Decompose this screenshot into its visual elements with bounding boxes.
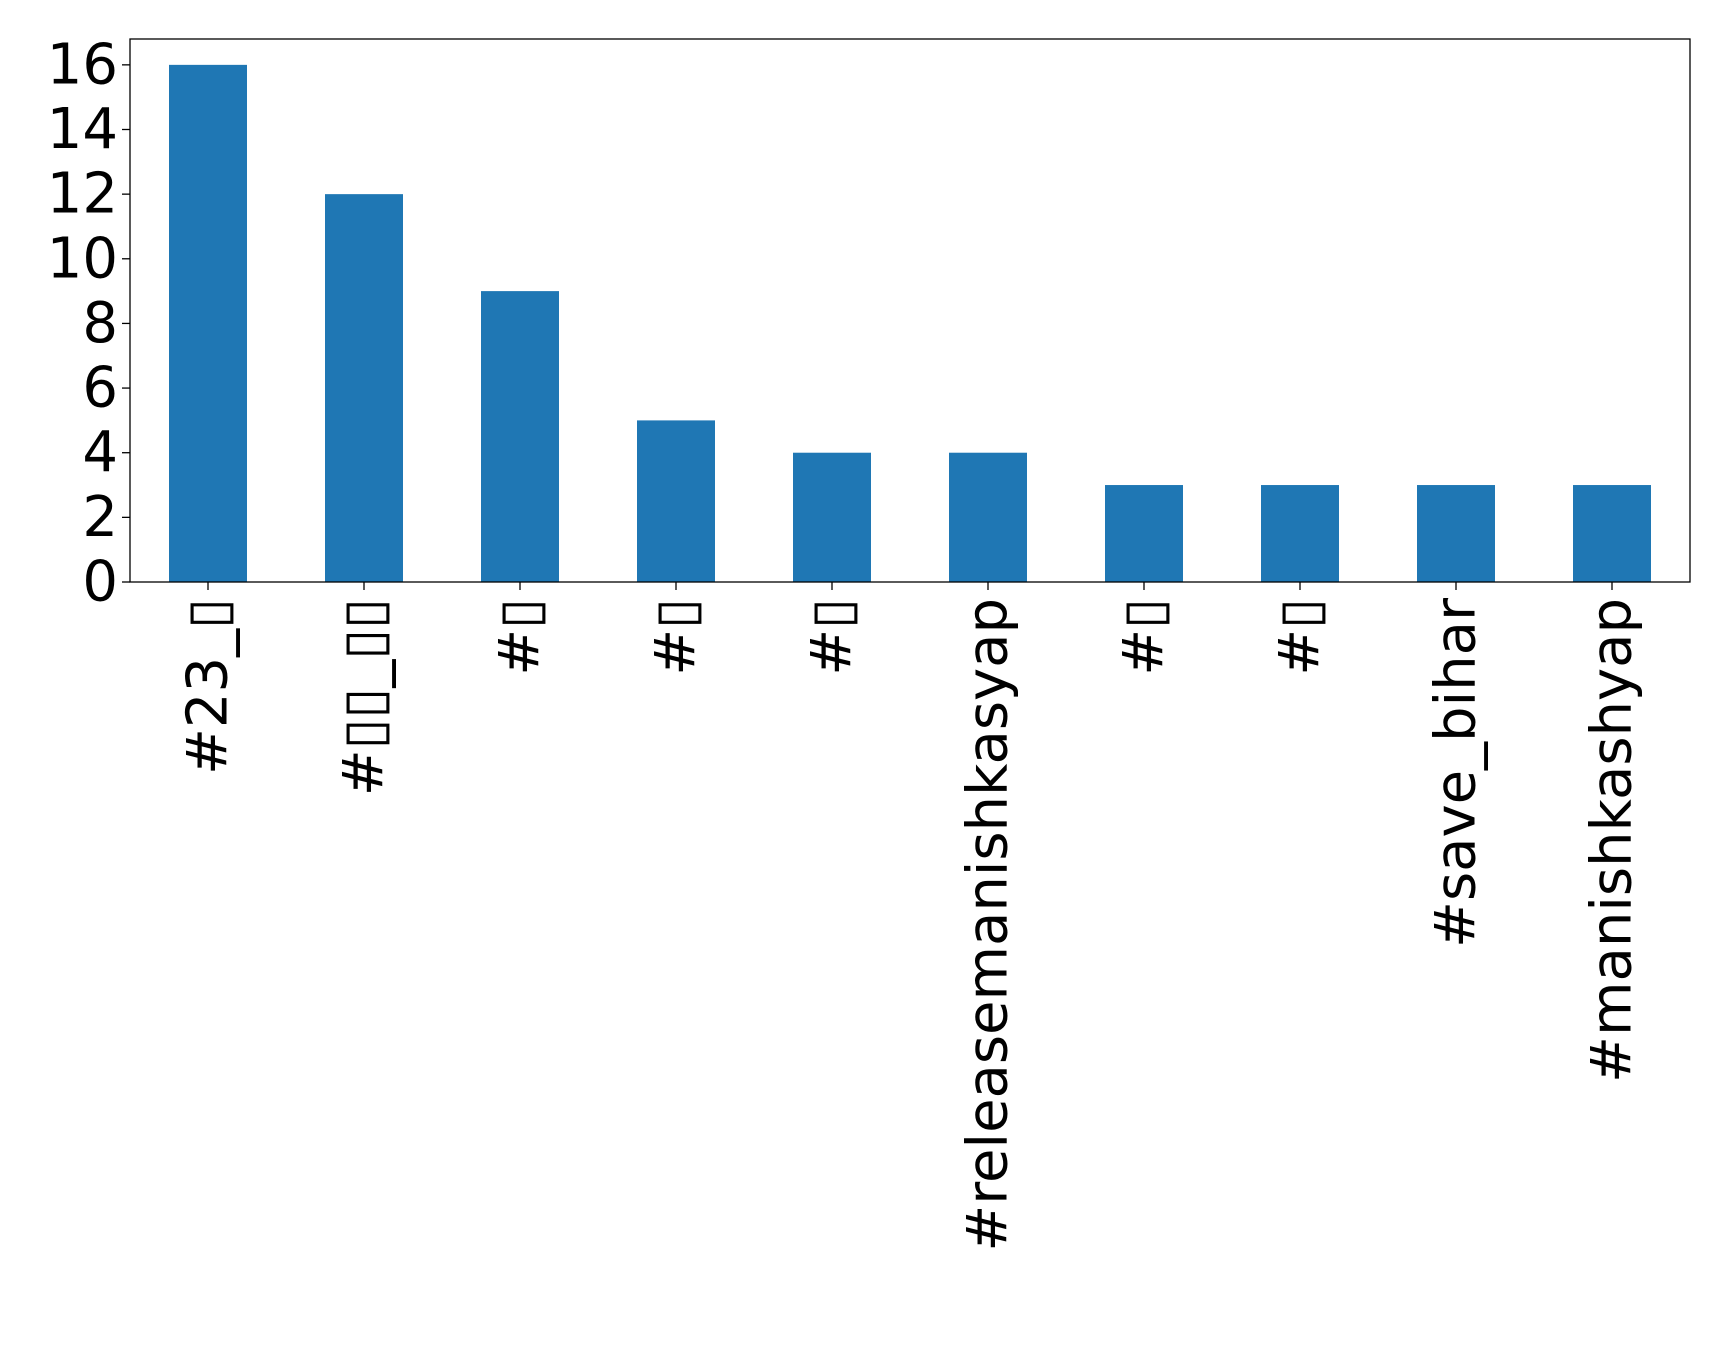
plot-frame (129, 38, 1691, 583)
bar-7 (1261, 485, 1339, 582)
y-tick-label-4: 8 (82, 291, 118, 356)
x-tick-label-8: #save_bihar (1424, 597, 1489, 948)
y-tick-label-2: 4 (82, 420, 118, 485)
bars-layer (169, 64, 1651, 583)
y-tick-label-5: 10 (47, 226, 118, 291)
x-axis-ticks: #23_▯ #▯▯_▯▯ #▯ #▯ #▯ #releasemanishkasyap #▯ #… (176, 582, 1645, 1252)
bar-9 (1573, 485, 1651, 582)
x-tick-label-3: #▯ (644, 598, 709, 676)
x-tick-label-0: #23_▯ (176, 598, 241, 775)
bar-3 (637, 420, 715, 582)
x-tick-label-2: #▯ (488, 598, 553, 676)
y-tick-label-0: 0 (82, 550, 118, 615)
x-tick-label-1: #▯▯_▯▯ (332, 598, 397, 796)
bar-1 (325, 194, 403, 582)
bar-6 (1105, 485, 1183, 582)
bar-0 (169, 64, 247, 583)
bar-4 (793, 452, 871, 582)
y-tick-label-3: 6 (82, 356, 118, 421)
y-tick-label-8: 16 (47, 32, 118, 97)
y-tick-label-7: 14 (47, 97, 118, 162)
y-tick-label-1: 2 (82, 485, 118, 550)
x-tick-label-9: #manishkashyap (1580, 598, 1645, 1083)
bar-5 (949, 452, 1027, 582)
x-tick-label-4: #▯ (800, 598, 865, 676)
x-tick-label-5: #releasemanishkasyap (956, 598, 1021, 1252)
bar-8 (1417, 485, 1495, 582)
bar-2 (481, 291, 559, 582)
x-tick-label-7: #▯ (1268, 598, 1333, 676)
y-tick-label-6: 12 (47, 162, 118, 227)
x-tick-label-6: #▯ (1112, 598, 1177, 676)
